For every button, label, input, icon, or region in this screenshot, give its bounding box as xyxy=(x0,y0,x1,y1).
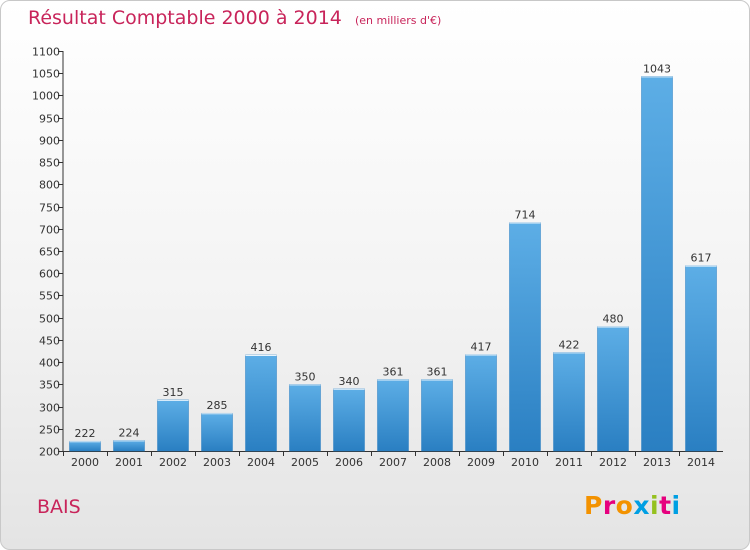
y-tick-label: 900 xyxy=(39,135,60,148)
data-label-2005: 350 xyxy=(295,370,316,383)
data-label-2006: 340 xyxy=(339,375,360,388)
x-tick-label: 2013 xyxy=(643,456,671,469)
bar-2010 xyxy=(509,222,541,452)
bar-2007 xyxy=(377,379,409,452)
data-label-2008: 361 xyxy=(427,365,448,378)
y-tick-label: 700 xyxy=(39,224,60,237)
data-label-2014: 617 xyxy=(691,252,712,265)
bar-2001 xyxy=(113,440,145,452)
y-tick-label: 200 xyxy=(39,446,60,459)
commune-name: BAIS xyxy=(37,496,81,518)
x-tick-label: 2008 xyxy=(423,456,451,469)
bar-2005 xyxy=(289,384,321,452)
x-tick-label: 2003 xyxy=(203,456,231,469)
x-tick-label: 2014 xyxy=(687,456,715,469)
y-tick-label: 1100 xyxy=(32,46,60,59)
x-tick-label: 2010 xyxy=(511,456,539,469)
logo-letter: o xyxy=(615,491,634,520)
y-tick-label: 400 xyxy=(39,357,60,370)
bar-2004 xyxy=(245,354,277,452)
y-tick-label: 950 xyxy=(39,113,60,126)
data-label-2009: 417 xyxy=(471,341,492,354)
x-tick-label: 2001 xyxy=(115,456,143,469)
data-label-2002: 315 xyxy=(163,386,184,399)
data-label-2001: 224 xyxy=(119,426,140,439)
y-tick-label: 450 xyxy=(39,335,60,348)
chart-data-labels: 222 224 315 285 416 350 340 361 361 417 714 422 480 1… xyxy=(75,62,712,440)
x-tick-label: 2005 xyxy=(291,456,319,469)
logo-letter: i xyxy=(671,491,681,520)
data-label-2013: 1043 xyxy=(643,62,671,75)
y-tick-label: 1000 xyxy=(32,90,60,103)
data-label-2000: 222 xyxy=(75,427,96,440)
data-label-2011: 422 xyxy=(559,338,580,351)
x-tick-label: 2002 xyxy=(159,456,187,469)
bar-2011 xyxy=(553,352,585,452)
y-tick-label: 650 xyxy=(39,246,60,259)
data-label-2004: 416 xyxy=(251,341,272,354)
y-tick-label: 500 xyxy=(39,313,60,326)
logo-letter: x xyxy=(633,491,650,520)
y-tick-label: 550 xyxy=(39,290,60,303)
y-tick-label: 850 xyxy=(39,157,60,170)
bar-2008 xyxy=(421,379,453,452)
x-tick-label: 2012 xyxy=(599,456,627,469)
y-tick-label: 1050 xyxy=(32,68,60,81)
chart-title-block: Résultat Comptable 2000 à 2014 (en milli… xyxy=(28,7,441,29)
bar-2006 xyxy=(333,388,365,452)
chart-bars xyxy=(69,76,717,452)
y-tick-label: 800 xyxy=(39,179,60,192)
x-tick-label: 2007 xyxy=(379,456,407,469)
bar-2000 xyxy=(69,440,101,452)
data-label-2003: 285 xyxy=(207,399,228,412)
unit-note: (en milliers d'€) xyxy=(354,14,442,27)
chart-axes: 200 250 300 350 400 450 500 550 600 650 700 750 800 8… xyxy=(32,46,723,469)
bar-2012 xyxy=(597,326,629,452)
y-tick-label: 750 xyxy=(39,202,60,215)
x-tick-label: 2011 xyxy=(555,456,583,469)
y-tick-label: 300 xyxy=(39,402,60,415)
x-tick-label: 2009 xyxy=(467,456,495,469)
y-tick-label: 250 xyxy=(39,424,60,437)
logo-letter: t xyxy=(659,491,672,520)
y-tick-label: 350 xyxy=(39,379,60,392)
x-tick-label: 2004 xyxy=(247,456,275,469)
logo-letter: i xyxy=(650,491,660,520)
bar-2002 xyxy=(157,399,189,452)
data-label-2010: 714 xyxy=(515,209,536,222)
bar-2003 xyxy=(201,412,233,452)
proxiti-logo: Proxiti xyxy=(584,491,681,520)
logo-letter: P xyxy=(584,491,603,520)
y-tick-label: 600 xyxy=(39,268,60,281)
logo-letter: r xyxy=(602,491,616,520)
x-tick-label: 2006 xyxy=(335,456,363,469)
data-label-2007: 361 xyxy=(383,365,404,378)
bar-2009 xyxy=(465,354,497,452)
chart-title: Résultat Comptable 2000 à 2014 xyxy=(28,7,342,29)
bar-2013 xyxy=(641,76,673,452)
x-tick-label: 2000 xyxy=(71,456,99,469)
data-label-2012: 480 xyxy=(603,313,624,326)
bar-2014 xyxy=(685,265,717,452)
